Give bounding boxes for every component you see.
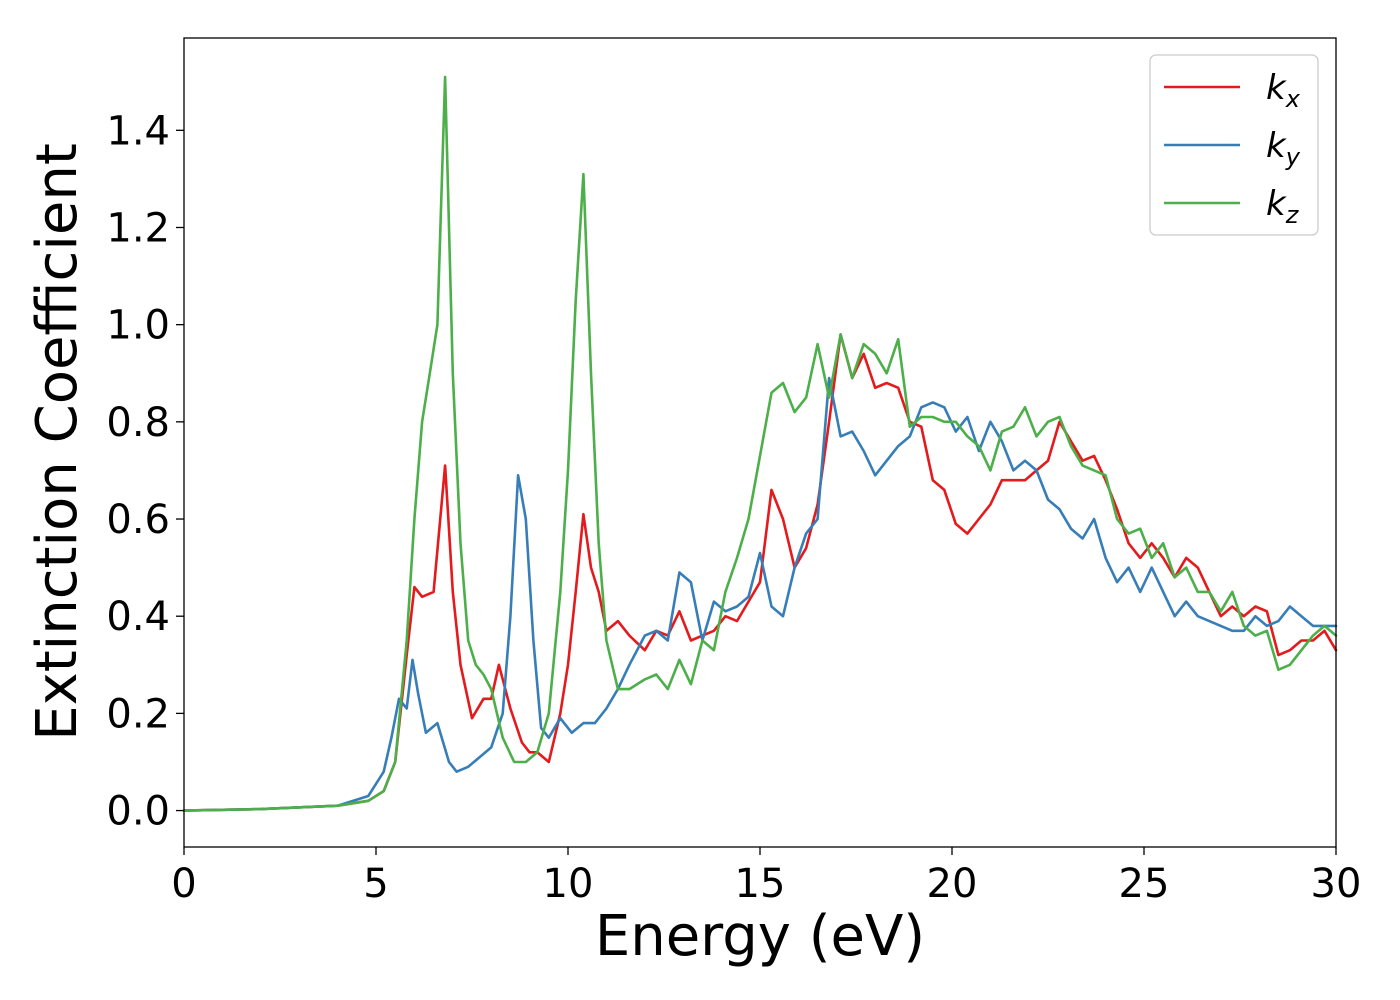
y-tick-label: 0.0 bbox=[106, 789, 170, 835]
legend-label-z: kz bbox=[1266, 184, 1300, 229]
y-tick-label: 1.0 bbox=[106, 303, 170, 349]
x-tick-label: 30 bbox=[1311, 861, 1362, 907]
legend-label-x: kx bbox=[1266, 68, 1301, 113]
y-tick-label: 0.8 bbox=[106, 400, 170, 446]
x-axis-title: Energy (eV) bbox=[595, 904, 925, 969]
y-tick-label: 0.4 bbox=[106, 594, 170, 640]
x-axis-ticks: 0 5 10 15 20 25 30 bbox=[171, 847, 1361, 907]
x-tick-label: 15 bbox=[735, 861, 786, 907]
x-tick-label: 5 bbox=[363, 861, 388, 907]
y-tick-label: 1.4 bbox=[106, 108, 170, 154]
legend-label-subscript: z bbox=[1285, 201, 1300, 229]
legend-label-subscript: y bbox=[1285, 143, 1301, 171]
y-tick-label: 0.2 bbox=[106, 691, 170, 737]
series-line-y bbox=[182, 376, 1338, 812]
x-tick-label: 10 bbox=[543, 861, 594, 907]
series-line-x bbox=[182, 333, 1338, 812]
y-tick-label: 0.6 bbox=[106, 497, 170, 543]
legend-label-subscript: x bbox=[1285, 85, 1301, 113]
y-axis-ticks: 0.0 0.2 0.4 0.6 0.8 1.0 1.2 1.4 bbox=[106, 108, 184, 835]
plot-lines bbox=[182, 75, 1338, 812]
x-tick-label: 20 bbox=[927, 861, 978, 907]
x-tick-label: 25 bbox=[1119, 861, 1170, 907]
legend-label-main: k bbox=[1266, 184, 1287, 224]
y-tick-label: 1.2 bbox=[106, 205, 170, 251]
legend-label-main: k bbox=[1266, 126, 1287, 166]
x-tick-label: 0 bbox=[171, 861, 196, 907]
y-axis-title: Extinction Coefficient bbox=[25, 143, 90, 741]
legend-label-main: k bbox=[1266, 68, 1287, 108]
series-line-z bbox=[182, 75, 1338, 812]
legend-label-y: ky bbox=[1266, 126, 1301, 171]
